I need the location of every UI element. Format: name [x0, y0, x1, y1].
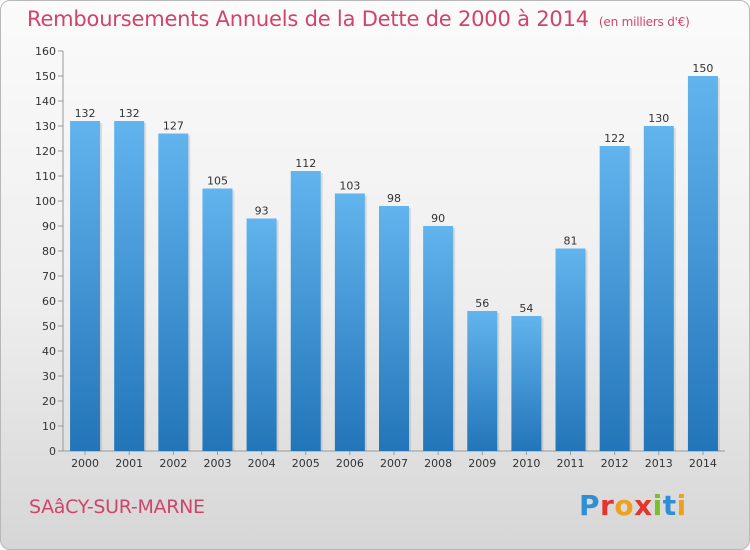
y-tick-label: 70 [42, 270, 56, 283]
y-tick-label: 120 [35, 145, 56, 158]
x-tick-label: 2003 [203, 457, 231, 470]
proxiti-logo[interactable]: Proxiti [579, 489, 687, 522]
bar-value-label: 98 [387, 192, 401, 205]
bar-2005 [290, 171, 321, 451]
y-tick-label: 160 [35, 45, 56, 58]
chart-unit-note: (en milliers d'€) [598, 15, 690, 29]
x-tick-label: 2001 [115, 457, 143, 470]
y-tick-label: 40 [42, 345, 56, 358]
bar-2004 [246, 218, 277, 451]
bar-value-label: 130 [648, 112, 669, 125]
x-tick-label: 2000 [71, 457, 99, 470]
x-tick-label: 2008 [424, 457, 452, 470]
logo-letter: P [579, 489, 601, 522]
x-tick-label: 2009 [468, 457, 496, 470]
x-tick-label: 2012 [601, 457, 629, 470]
y-tick-label: 30 [42, 370, 56, 383]
bar-2007 [379, 206, 409, 451]
logo-letter: x [634, 489, 653, 522]
bar-2014 [687, 76, 718, 451]
bar-value-label: 105 [207, 175, 228, 188]
bar-value-label: 150 [692, 62, 713, 75]
x-tick-label: 2007 [380, 457, 408, 470]
x-tick-label: 2011 [557, 457, 585, 470]
logo-letter: r [600, 489, 615, 522]
x-tick-label: 2005 [292, 457, 320, 470]
y-tick-label: 60 [42, 295, 56, 308]
x-tick-label: 2006 [336, 457, 364, 470]
bar-value-label: 122 [604, 132, 625, 145]
x-tick-label: 2013 [645, 457, 673, 470]
chart-title-text: Remboursements Annuels de la Dette de 20… [27, 7, 589, 31]
bar-value-label: 127 [163, 120, 184, 133]
bar-2000 [70, 121, 101, 451]
bar-value-label: 132 [119, 107, 140, 120]
bar-value-label: 81 [564, 235, 578, 248]
logo-letter: o [614, 489, 635, 522]
y-tick-label: 20 [42, 395, 56, 408]
bar-2006 [334, 193, 365, 451]
y-tick-label: 100 [35, 195, 56, 208]
x-tick-label: 2010 [512, 457, 540, 470]
commune-name: SAâCY-SUR-MARNE [29, 496, 205, 518]
bar-2009 [467, 311, 498, 451]
x-tick-label: 2004 [248, 457, 276, 470]
bar-2011 [555, 248, 586, 451]
y-tick-label: 10 [42, 420, 56, 433]
bar-value-label: 103 [339, 180, 360, 193]
logo-letter: t [662, 489, 677, 522]
bar-value-label: 90 [431, 212, 445, 225]
logo-letter: i [676, 489, 687, 522]
y-tick-label: 140 [35, 95, 56, 108]
bar-value-label: 132 [75, 107, 96, 120]
bar-2013 [643, 126, 674, 451]
x-tick-label: 2002 [159, 457, 187, 470]
bar-value-label: 54 [519, 302, 533, 315]
x-tick-label: 2014 [689, 457, 717, 470]
y-tick-label: 150 [35, 70, 56, 83]
y-tick-label: 110 [35, 170, 56, 183]
chart-title: Remboursements Annuels de la Dette de 20… [27, 7, 690, 31]
y-tick-label: 90 [42, 220, 56, 233]
bar-2008 [423, 226, 454, 451]
y-tick-label: 0 [49, 445, 56, 458]
y-tick-label: 50 [42, 320, 56, 333]
bar-value-label: 93 [255, 205, 269, 218]
bar-2010 [511, 316, 542, 451]
bar-2001 [114, 121, 145, 451]
y-tick-label: 130 [35, 120, 56, 133]
bar-2002 [158, 133, 189, 451]
y-tick-label: 80 [42, 245, 56, 258]
logo-letter: i [652, 489, 663, 522]
bar-value-label: 56 [475, 297, 489, 310]
bar-2003 [202, 188, 233, 451]
bar-2012 [599, 146, 630, 451]
bar-value-label: 112 [295, 157, 316, 170]
